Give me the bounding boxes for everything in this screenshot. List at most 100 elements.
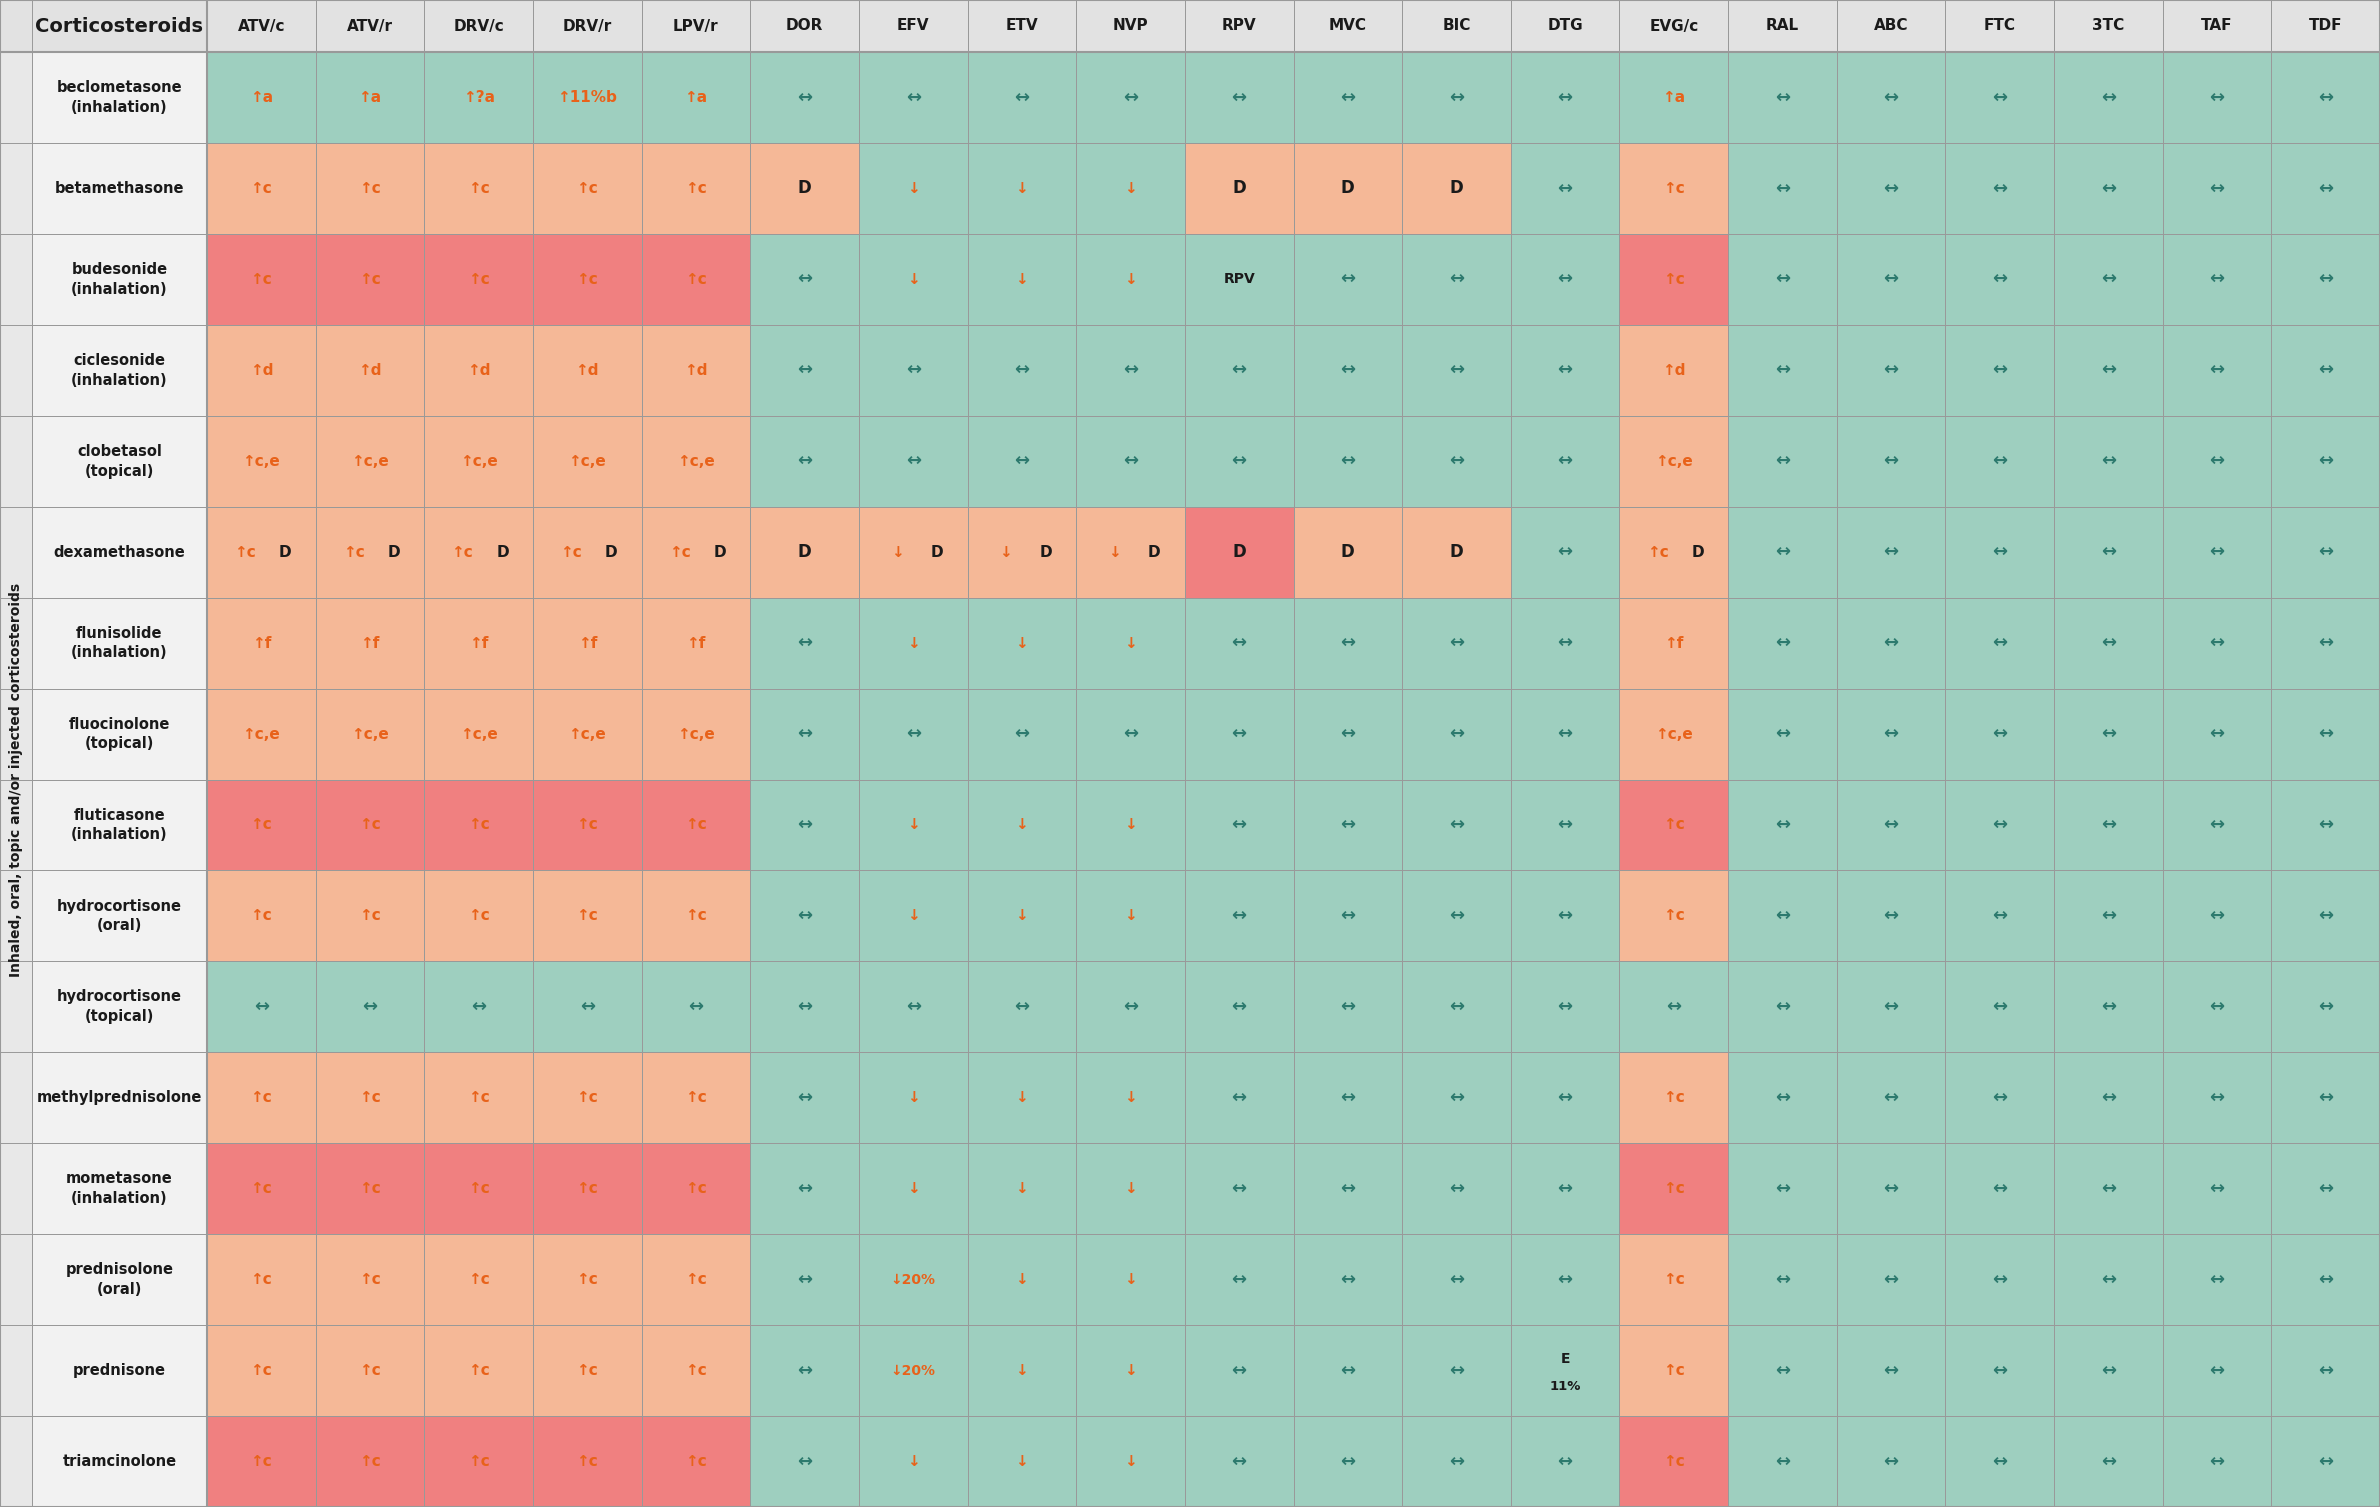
Text: ↔: ↔ [1883,89,1899,107]
Bar [2054,416,2163,506]
Bar [1837,53,1944,143]
Text: ↔: ↔ [1992,179,2006,197]
Text: ↔: ↔ [1883,1088,1899,1106]
Text: ↑c: ↑c [1664,181,1685,196]
Bar [1185,961,1292,1052]
Bar [859,1234,969,1325]
Text: ↓: ↓ [1016,1454,1028,1469]
Text: ↑c: ↑c [576,1364,597,1377]
Text: ↔: ↔ [1883,543,1899,561]
Bar [1728,961,1837,1052]
Text: ↔: ↔ [2209,815,2225,833]
Bar [1076,506,1185,598]
Text: ↓: ↓ [1123,1181,1138,1197]
Bar [424,598,533,689]
Bar [424,416,533,506]
Text: ↑c: ↑c [685,1454,707,1469]
Bar [2054,143,2163,234]
Bar [2054,1325,2163,1417]
Text: ↔: ↔ [1992,1362,2006,1379]
Text: ↔: ↔ [1775,1453,1790,1471]
Bar [969,779,1076,871]
Bar [317,689,424,779]
Text: ↓: ↓ [907,1090,919,1105]
Text: DRV/c: DRV/c [452,18,505,33]
Text: hydrocortisone
(topical): hydrocortisone (topical) [57,990,181,1025]
Text: ↑c: ↑c [469,271,490,286]
Text: ↔: ↔ [1775,452,1790,470]
Bar [1185,53,1292,143]
Text: ↔: ↔ [1340,998,1354,1016]
Bar [1076,326,1185,416]
Bar [207,1325,317,1417]
Text: ↔: ↔ [1883,179,1899,197]
Bar [31,689,207,779]
Bar [750,143,859,234]
Text: ↔: ↔ [688,998,704,1016]
Bar [1076,1325,1185,1417]
Text: ↑c: ↑c [250,1090,271,1105]
Bar [317,871,424,961]
Bar [2163,1052,2271,1144]
Bar [2054,0,2163,53]
Text: ↑c,e: ↑c,e [352,454,388,469]
Bar [207,506,317,598]
Bar [1944,53,2054,143]
Text: ↔: ↔ [1014,362,1031,380]
Bar [859,1144,969,1234]
Text: ↑c: ↑c [359,1364,381,1377]
Text: ↓: ↓ [1016,636,1028,651]
Bar [2054,689,2163,779]
Bar [1618,506,1728,598]
Text: ↑c: ↑c [576,817,597,832]
Text: ↔: ↔ [2102,270,2116,288]
Bar [2271,143,2380,234]
Text: ↔: ↔ [1992,1180,2006,1198]
Text: ↔: ↔ [2102,543,2116,561]
Text: ↑a: ↑a [250,90,274,105]
Bar [750,1144,859,1234]
Bar [1185,234,1292,326]
Bar [207,598,317,689]
Text: ↑c: ↑c [576,1454,597,1469]
Bar [1402,779,1511,871]
Text: ↔: ↔ [2318,998,2332,1016]
Bar [1076,1234,1185,1325]
Bar [1402,871,1511,961]
Bar [1402,506,1511,598]
Bar [1402,689,1511,779]
Bar [1944,1417,2054,1507]
Bar [1837,234,1944,326]
Text: ↔: ↔ [1775,270,1790,288]
Text: ↑c: ↑c [250,271,271,286]
Bar [1837,1325,1944,1417]
Text: 11%: 11% [1549,1380,1580,1394]
Text: BIC: BIC [1442,18,1471,33]
Text: ↔: ↔ [1557,725,1573,743]
Text: ↔: ↔ [1557,270,1573,288]
Text: ↓: ↓ [1000,544,1011,559]
Text: beclometasone
(inhalation): beclometasone (inhalation) [57,80,183,115]
Text: ↓: ↓ [1016,817,1028,832]
Bar [2054,326,2163,416]
Bar [1618,326,1728,416]
Bar [2271,416,2380,506]
Text: D: D [495,544,509,559]
Text: ↔: ↔ [2209,89,2225,107]
Text: ↔: ↔ [1557,362,1573,380]
Bar [1944,1234,2054,1325]
Text: ↔: ↔ [1449,1362,1464,1379]
Text: ↓: ↓ [1123,636,1138,651]
Text: ↔: ↔ [2209,907,2225,925]
Text: ↓: ↓ [907,271,919,286]
Bar [1618,598,1728,689]
Bar [750,961,859,1052]
Text: ↔: ↔ [1775,89,1790,107]
Bar [207,416,317,506]
Bar [1618,689,1728,779]
Bar [2163,689,2271,779]
Text: ↔: ↔ [1340,1180,1354,1198]
Text: ↓: ↓ [1016,1181,1028,1197]
Text: ↔: ↔ [2209,179,2225,197]
Text: ↑?a: ↑?a [462,90,495,105]
